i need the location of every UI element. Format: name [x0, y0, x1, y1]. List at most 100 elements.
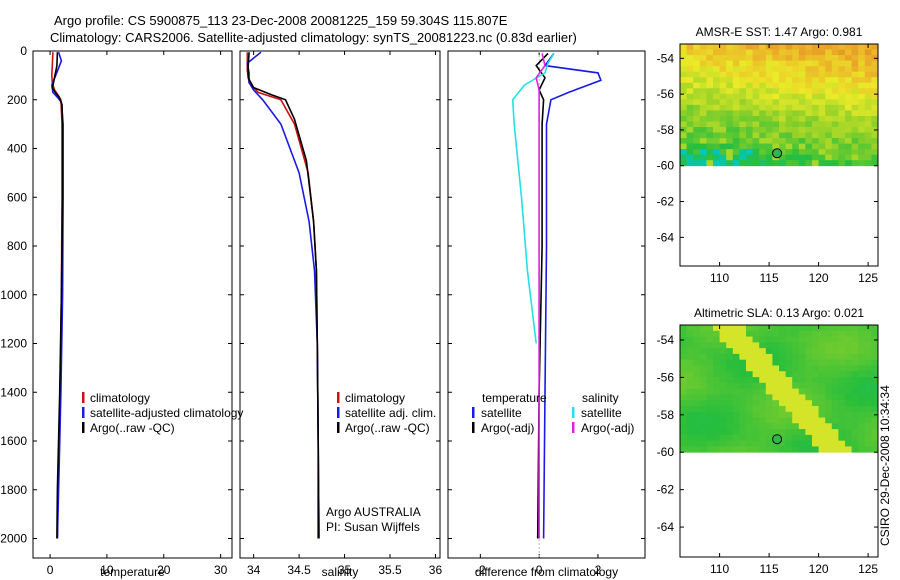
- map-cell: [680, 149, 687, 156]
- map-cell: [864, 127, 872, 133]
- map-cell: [785, 149, 793, 156]
- map-cell: [805, 99, 813, 106]
- map-cell: [726, 132, 734, 139]
- map-cell: [818, 149, 826, 156]
- map-cell: [825, 336, 833, 343]
- map-cell: [792, 143, 800, 150]
- map-cell: [785, 66, 793, 73]
- map-cell: [798, 121, 806, 128]
- map-cell: [726, 330, 734, 337]
- map-cell: [739, 359, 747, 366]
- map-cell: [706, 440, 714, 447]
- series-line-temperature-argo-adj-: [535, 52, 549, 539]
- map-cell: [726, 417, 734, 424]
- map-cell: [785, 359, 793, 366]
- map-cell: [805, 423, 813, 430]
- map-cell: [825, 66, 833, 73]
- map-cell: [805, 154, 813, 161]
- map-cell: [812, 371, 819, 378]
- map-cell: [838, 154, 846, 161]
- map-cell: [746, 88, 753, 95]
- map-cell: [818, 359, 826, 366]
- map-cell: [812, 60, 819, 67]
- map-cell: [858, 371, 866, 378]
- map-cell: [693, 417, 701, 424]
- map-cell: [864, 377, 872, 384]
- map-cell: [699, 71, 707, 78]
- map-cell: [792, 49, 800, 56]
- map-cell: [719, 446, 727, 453]
- map-cell: [838, 440, 846, 447]
- map-cell: [752, 127, 760, 133]
- map-cell: [726, 110, 734, 117]
- map-cell: [732, 348, 740, 355]
- map-cell: [739, 127, 747, 133]
- map-cell: [719, 127, 727, 133]
- map-cell: [779, 325, 786, 332]
- map-cell: [752, 82, 760, 89]
- map-cell: [726, 93, 734, 100]
- map-cell: [785, 60, 793, 67]
- map-cell: [818, 394, 826, 401]
- map-cell: [805, 93, 813, 100]
- map-cell: [818, 446, 826, 453]
- map-cell: [825, 382, 833, 390]
- series-line-salinity-satellite: [511, 52, 555, 344]
- map-cell: [818, 93, 826, 100]
- map-cell: [818, 440, 826, 447]
- map-cell: [739, 77, 747, 84]
- map-cell: [752, 115, 760, 122]
- legend-label: satellite: [481, 406, 522, 420]
- map-cell: [739, 93, 747, 100]
- map-cell: [818, 143, 826, 150]
- map-cell: [686, 55, 694, 61]
- map-cell: [699, 66, 707, 73]
- map-cell: [699, 121, 707, 128]
- map-cell: [851, 336, 859, 343]
- map-cell: [686, 149, 694, 156]
- map-cell: [792, 400, 800, 407]
- map-cell: [792, 88, 800, 95]
- map-cell: [825, 365, 833, 372]
- map-cell: [825, 388, 833, 395]
- map-cell: [851, 49, 859, 56]
- map-cell: [851, 371, 859, 378]
- map-cell: [765, 371, 773, 378]
- map-cell: [680, 446, 687, 453]
- map-cell: [693, 405, 701, 413]
- map-cell: [706, 336, 714, 343]
- map-cell: [851, 365, 859, 372]
- map-cell: [732, 160, 740, 167]
- ytick-label: 0: [20, 44, 27, 58]
- map-cell: [851, 382, 859, 390]
- map-cell: [838, 429, 846, 436]
- map-cell: [726, 388, 734, 395]
- map-cell: [699, 411, 707, 418]
- map-xtick-label: 115: [760, 271, 779, 285]
- map-cell: [693, 371, 701, 378]
- map-cell: [693, 359, 701, 366]
- map-cell: [765, 121, 773, 128]
- map-cell: [851, 417, 859, 424]
- map-cell: [851, 132, 859, 139]
- map-cell: [686, 71, 694, 78]
- map-cell: [785, 132, 793, 139]
- map-cell: [805, 55, 813, 61]
- map-cell: [699, 371, 707, 378]
- map-cell: [693, 365, 701, 372]
- map-cell: [699, 55, 707, 61]
- map-cell: [739, 154, 747, 161]
- map-cell: [864, 60, 872, 67]
- map-cell: [845, 434, 852, 442]
- map-cell: [864, 99, 872, 106]
- map-cell: [772, 138, 780, 144]
- map-cell: [765, 394, 773, 401]
- map-cell: [871, 115, 879, 122]
- map-cell: [845, 440, 852, 447]
- map-cell: [713, 405, 720, 413]
- map-cell: [871, 405, 879, 413]
- map-cell: [706, 82, 714, 89]
- map-ytick-label: -60: [657, 445, 675, 459]
- map-cell: [818, 429, 826, 436]
- map-cell: [805, 348, 813, 355]
